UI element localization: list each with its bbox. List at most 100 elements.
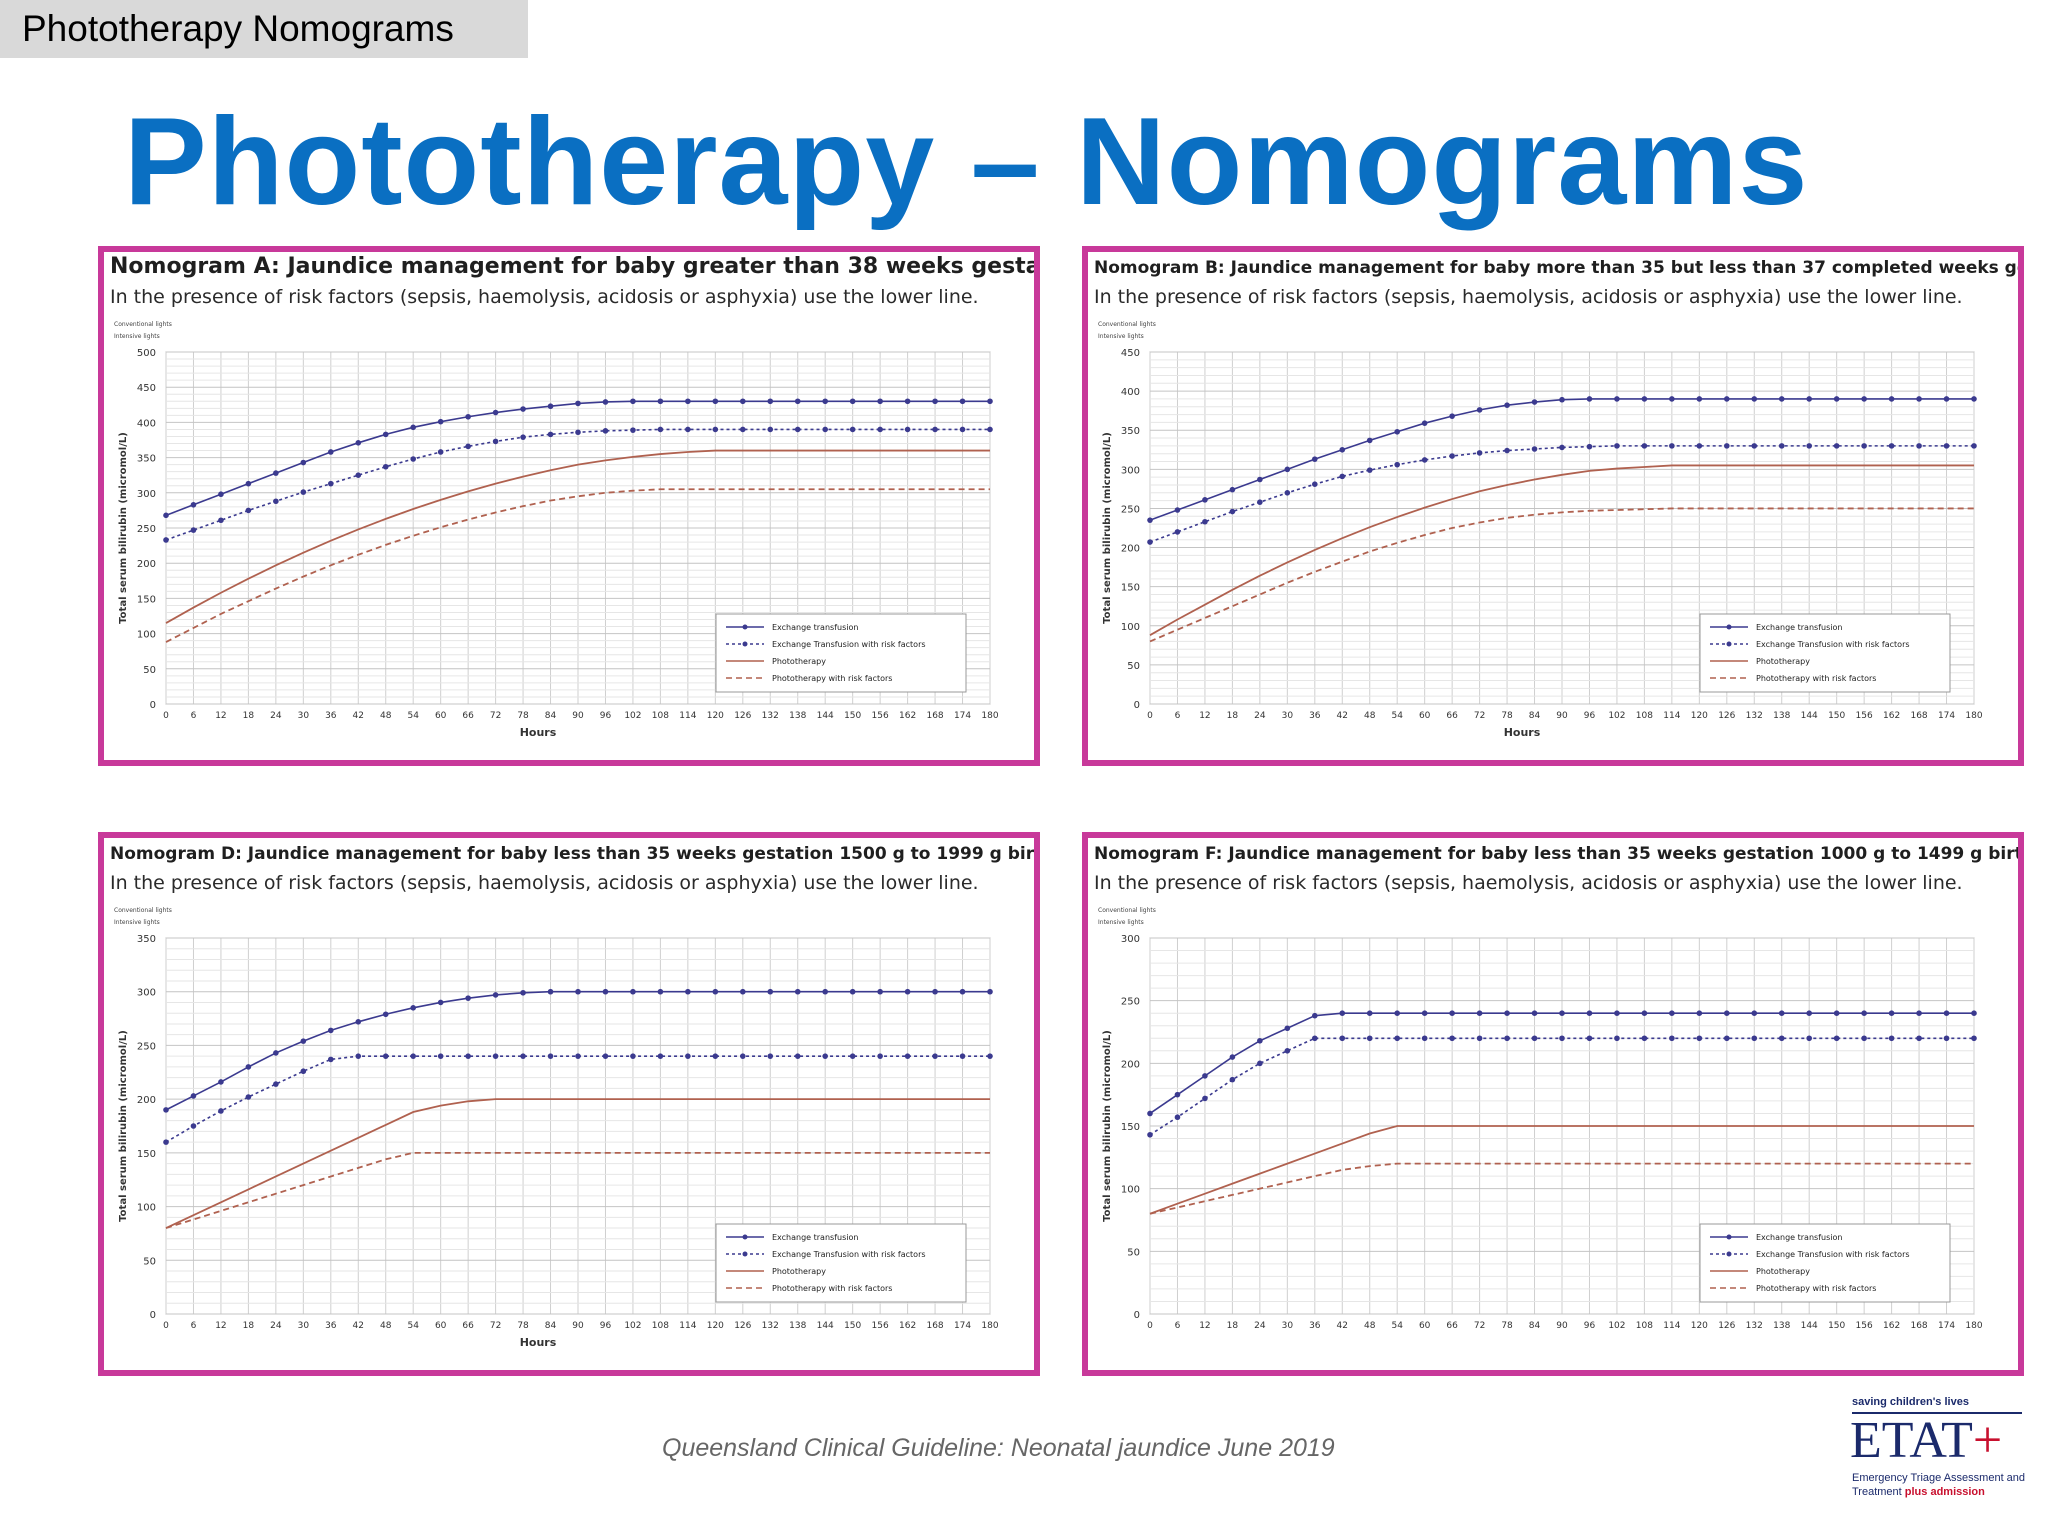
series-point [932,1053,938,1059]
x-tick-label: 126 [734,1321,751,1331]
legend-label: Exchange transfusion [772,1233,858,1242]
series-point [410,424,417,431]
series-point [630,427,636,433]
series-point [1586,396,1593,402]
legend-marker [742,1251,748,1257]
series-point [1888,1010,1895,1016]
x-tick-label: 24 [1254,1321,1266,1331]
y-tick-label: 500 [137,348,156,359]
series-point [685,1053,691,1059]
x-tick-label: 114 [1663,1321,1680,1331]
logo-line2-pre: Treatment [1852,1486,1905,1498]
series-point [1476,407,1483,413]
x-tick-label: 30 [298,1321,310,1331]
x-tick-label: 96 [1584,711,1596,721]
x-tick-label: 120 [707,1321,724,1331]
legend-marker [1726,1251,1732,1257]
series-point [1559,396,1565,403]
y-tick-label: 50 [1127,1247,1140,1258]
series-point [520,434,526,440]
x-tick-label: 72 [1474,1321,1485,1331]
slide-title: Phototherapy – Nomograms [124,93,1809,231]
x-tick-label: 162 [899,711,916,721]
series-point [822,426,828,433]
series-point [328,1056,334,1063]
series-point [1202,1095,1208,1102]
series-point [575,400,581,407]
series-point [1806,1035,1812,1042]
series-point [437,418,444,425]
series-point [657,398,664,405]
series-point [1943,1010,1950,1016]
x-tick-label: 156 [1856,1321,1873,1331]
series-point [1641,1035,1648,1042]
series-point [273,1081,279,1087]
series-point [437,449,444,455]
x-tick-label: 54 [1391,711,1403,721]
series-point [355,1018,362,1025]
series-point [1641,1010,1648,1016]
series-point [1888,443,1895,449]
series-point [547,988,554,995]
series-point [1476,1010,1483,1016]
citation: Queensland Clinical Guideline: Neonatal … [662,1434,1335,1462]
series-point [492,1053,499,1059]
series-point [218,491,224,498]
series-point [1778,443,1785,449]
series-point [1669,443,1675,449]
series-line [1149,464,1974,636]
series-point [465,995,471,1001]
series-point [740,1053,746,1059]
x-tick-label: 54 [1391,1321,1403,1331]
y-tick-label: 250 [137,1041,156,1052]
series-point [300,489,307,495]
x-tick-label: 0 [1147,1321,1153,1331]
x-tick-label: 180 [981,711,998,721]
y-tick-label: 350 [1121,426,1140,437]
y-tick-label: 200 [137,1095,156,1106]
x-tick-label: 168 [926,711,943,721]
series-point [849,1053,856,1059]
y-tick-label: 200 [1121,544,1140,555]
series-point [1339,473,1346,480]
series-point [1833,1035,1840,1042]
nomogram-d-subtitle: In the presence of risk factors (sepsis,… [110,872,979,894]
y-tick-label: 250 [1121,997,1140,1008]
series-point [328,449,334,455]
series-point [1586,1010,1593,1016]
legend-label: Phototherapy [1756,657,1810,666]
series-point [1202,1073,1208,1079]
legend-label: Exchange Transfusion with risk factors [772,1250,926,1259]
x-tick-label: 168 [926,1321,943,1331]
x-tick-label: 150 [844,1321,861,1331]
series-point [465,443,471,450]
series-point [1943,443,1950,449]
series-point [437,1053,444,1059]
series-point [1586,443,1593,450]
series-point [712,988,719,995]
series-point [685,988,691,995]
series-point [520,406,526,412]
tab-label: Phototherapy Nomograms [0,0,528,58]
x-tick-label: 108 [1636,711,1653,721]
x-tick-label: 180 [1965,1321,1982,1331]
series-point [1284,490,1291,496]
series-point [685,426,691,433]
series-point [740,398,746,405]
series-point [1971,1010,1977,1016]
x-tick-label: 30 [1282,711,1294,721]
y-axis-label: Total serum bilirubin (micromol/L) [118,432,129,624]
series-point [1366,437,1373,444]
series-point [740,426,746,433]
series-point [1366,1010,1373,1016]
series-point [1284,1025,1291,1032]
series-point [300,1038,307,1044]
x-tick-label: 114 [679,711,696,721]
y-tick-label: 150 [1121,1122,1140,1133]
series-point [1696,1035,1703,1042]
series-point [273,498,279,505]
series-point [959,426,966,433]
x-tick-label: 0 [163,1321,169,1331]
x-tick-label: 12 [1199,711,1210,721]
series-point [218,517,224,524]
